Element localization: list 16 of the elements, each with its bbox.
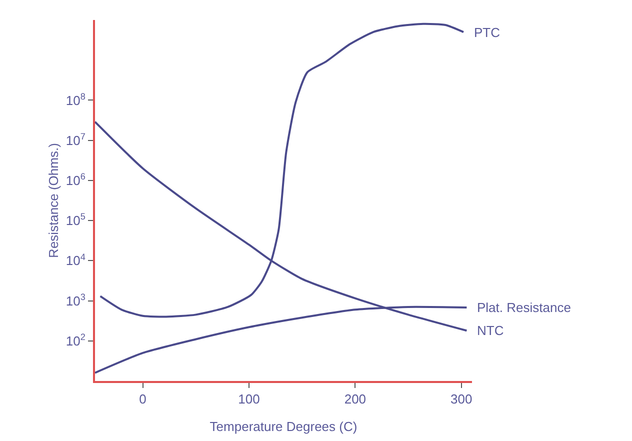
x-axis-title: Temperature Degrees (C) <box>210 419 358 434</box>
x-tick-label: 200 <box>344 392 366 407</box>
y-tick-label: 10$^{6}$ <box>66 172 86 188</box>
series-label: NTC <box>477 323 504 338</box>
x-tick-label: 100 <box>238 392 260 407</box>
series-label: Plat. Resistance <box>477 300 571 315</box>
x-tick-label: 0 <box>139 392 146 407</box>
y-tick-label: 10$^{8}$ <box>66 91 86 108</box>
x-tick-label: 300 <box>450 392 472 407</box>
y-tick-label: 10$^{4}$ <box>66 252 86 268</box>
series-label: PTC <box>474 25 500 40</box>
y-tick-label: 10$^{7}$ <box>66 131 86 148</box>
y-axis-title: Resistance (Ohms.) <box>46 143 61 258</box>
y-tick-label: 10$^{5}$ <box>66 212 86 228</box>
y-tick-label: 10$^{3}$ <box>66 292 86 308</box>
y-tick-label: 10$^{2}$ <box>66 332 86 348</box>
